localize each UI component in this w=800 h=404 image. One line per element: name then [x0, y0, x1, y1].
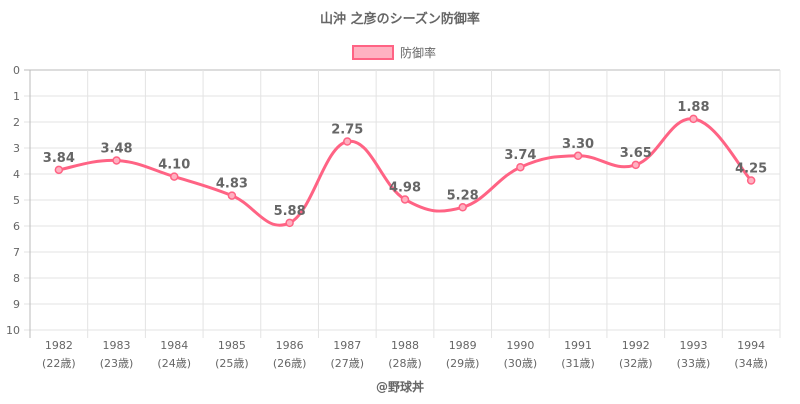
x-tick-age: (29歳)	[446, 357, 480, 370]
data-point	[746, 176, 756, 185]
legend-label: 防御率	[400, 45, 436, 60]
x-tick-year: 1985	[218, 339, 246, 352]
data-point	[689, 114, 698, 124]
data-label: 5.88	[274, 204, 306, 219]
data-label: 4.98	[389, 180, 421, 195]
x-tick-year: 1989	[449, 339, 477, 352]
data-label: 3.74	[504, 148, 536, 163]
data-label: 3.84	[43, 151, 75, 166]
legend[interactable]: 防御率	[352, 45, 436, 60]
data-point	[516, 162, 525, 172]
x-tick-year: 1992	[622, 339, 650, 352]
x-tick-age: (25歳)	[215, 357, 249, 370]
x-tick-age: (30歳)	[504, 357, 538, 370]
x-tick-age: (24歳)	[157, 357, 191, 370]
y-tick-label: 3	[13, 142, 20, 155]
y-tick-label: 6	[13, 220, 20, 233]
x-tick-age: (23歳)	[100, 357, 134, 370]
data-point	[54, 165, 64, 175]
x-tick-year: 1986	[276, 339, 304, 352]
x-tick-year: 1991	[564, 339, 592, 352]
data-label: 3.65	[620, 146, 652, 161]
x-tick-year: 1982	[45, 339, 73, 352]
y-tick-label: 10	[6, 324, 20, 337]
y-tick-label: 1	[13, 90, 20, 103]
y-tick-label: 8	[13, 272, 20, 285]
data-point	[631, 160, 641, 170]
y-tick-label: 2	[13, 116, 20, 129]
y-tick-label: 5	[13, 194, 20, 207]
y-tick-label: 0	[13, 64, 20, 77]
y-tick-label: 4	[13, 168, 20, 181]
x-tick-age: (22歳)	[42, 357, 76, 370]
y-tick-label: 7	[13, 246, 20, 259]
data-label: 4.10	[158, 158, 190, 173]
y-tick-label: 9	[13, 298, 20, 311]
data-label: 3.48	[100, 141, 132, 156]
x-tick-year: 1993	[679, 339, 707, 352]
data-label: 5.28	[447, 188, 479, 203]
x-tick-year: 1990	[506, 339, 534, 352]
data-label: 2.75	[331, 123, 363, 138]
data-point	[112, 156, 121, 165]
data-point	[343, 137, 352, 146]
x-tick-year: 1983	[103, 339, 131, 352]
x-tick-age: (26歳)	[273, 357, 307, 370]
x-tick-age: (31歳)	[561, 357, 595, 370]
x-tick-age: (32歳)	[619, 357, 653, 370]
x-tick-age: (34歳)	[734, 357, 768, 370]
footer-credit: @野球丼	[376, 379, 424, 394]
data-point	[458, 203, 467, 212]
data-label: 4.83	[216, 177, 248, 192]
data-point	[285, 218, 294, 228]
data-point	[227, 191, 237, 200]
data-label: 4.25	[735, 162, 767, 177]
data-label: 1.88	[677, 100, 709, 115]
x-tick-age: (28歳)	[388, 357, 422, 370]
legend-swatch	[352, 45, 394, 60]
chart-title: 山沖 之彦のシーズン防御率	[320, 11, 480, 27]
x-tick-age: (27歳)	[331, 357, 365, 370]
x-tick-year: 1994	[737, 339, 765, 352]
x-tick-year: 1984	[160, 339, 188, 352]
x-tick-year: 1987	[333, 339, 361, 352]
x-tick-year: 1988	[391, 339, 419, 352]
data-point	[573, 151, 583, 161]
data-point	[400, 195, 410, 204]
x-tick-age: (33歳)	[677, 357, 711, 370]
data-point	[169, 172, 179, 181]
data-label: 3.30	[562, 137, 594, 152]
